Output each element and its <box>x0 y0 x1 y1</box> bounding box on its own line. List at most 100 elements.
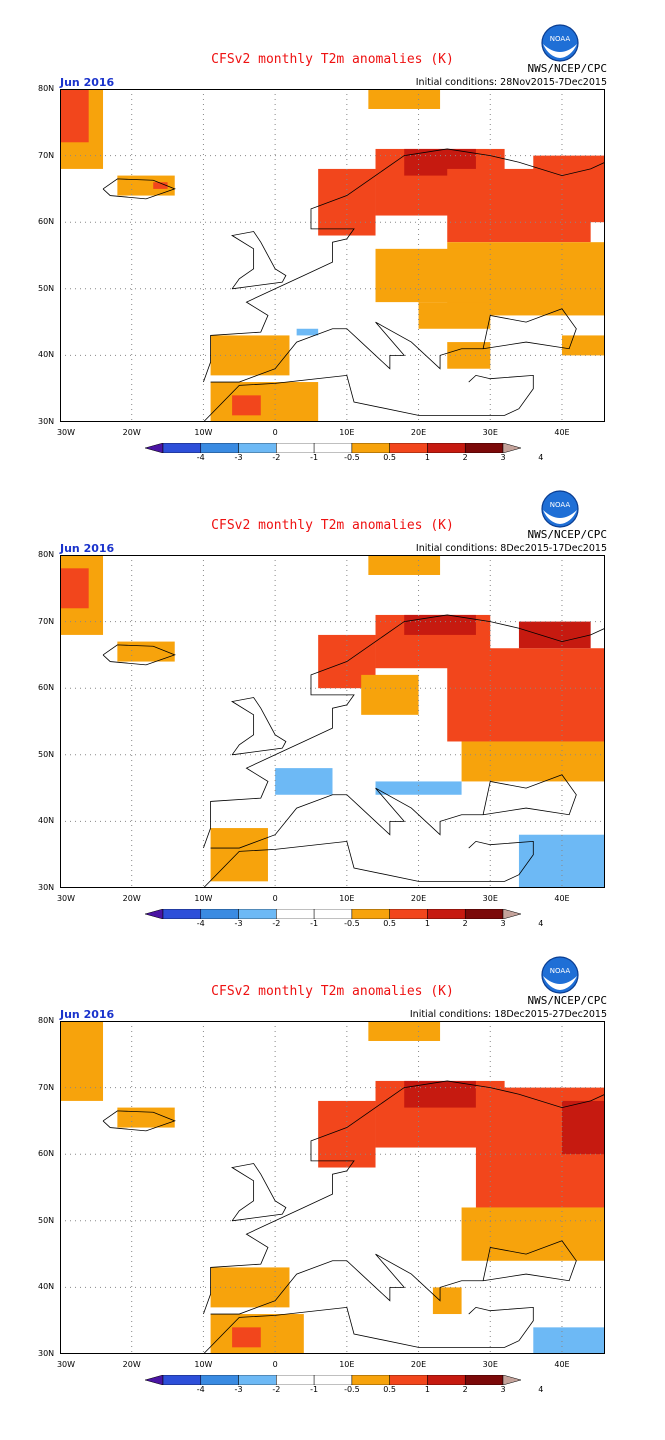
lon-label: 0 <box>272 428 278 437</box>
anomaly-patch <box>447 648 605 742</box>
lon-label: 0 <box>272 1360 278 1369</box>
colorbar-label: -3 <box>234 1385 243 1394</box>
noaa-logo-icon: NOAA <box>541 956 579 994</box>
noaa-logo-icon: NOAA <box>541 24 579 62</box>
colorbar-label: -2 <box>272 919 281 928</box>
coastline <box>231 697 287 756</box>
coastline <box>231 1163 287 1222</box>
lon-label: 10W <box>194 894 213 903</box>
lat-label: 30N <box>38 1349 55 1358</box>
colorbar-swatch <box>238 1375 277 1385</box>
colorbar-label: 2 <box>462 919 468 928</box>
lat-label: 60N <box>38 683 55 693</box>
initial-conditions: Initial conditions: 8Dec2015-17Dec2015 <box>415 543 607 554</box>
lat-label: 50N <box>38 283 55 293</box>
anomaly-map <box>60 1021 605 1354</box>
lon-label: 0 <box>272 894 278 903</box>
coastline <box>210 1240 577 1315</box>
colorbar-label: 4 <box>538 919 544 928</box>
initial-conditions: Initial conditions: 18Dec2015-27Dec2015 <box>409 1009 607 1020</box>
colorbar-label: 1 <box>424 919 430 928</box>
colorbar-swatch <box>389 909 428 919</box>
lon-label: 10E <box>339 428 355 437</box>
colorbar-swatch <box>200 909 239 919</box>
colorbar-label: 2 <box>462 1385 468 1394</box>
colorbar-swatch <box>276 1375 315 1385</box>
lon-label: 30W <box>56 428 76 437</box>
lon-label: 10W <box>194 1360 213 1369</box>
map-title: CFSv2 monthly T2m anomalies (K) <box>211 52 454 67</box>
anomaly-patch <box>375 781 462 795</box>
colorbar-label: -3 <box>234 919 243 928</box>
noaa-logo-text: NOAA <box>550 967 571 975</box>
anomaly-patch <box>232 1327 261 1348</box>
anomaly-patch <box>117 175 175 196</box>
lon-label: 40E <box>554 894 570 903</box>
anomaly-patch <box>361 674 419 715</box>
colorbar-swatch <box>313 443 353 453</box>
colorbar-swatch <box>276 909 315 919</box>
colorbar-label: -0.5 <box>344 453 360 462</box>
coastline <box>203 1080 605 1315</box>
colorbar-swatch <box>238 909 277 919</box>
colorbar-label: -2 <box>272 453 281 462</box>
anomaly-patch <box>117 1107 175 1128</box>
noaa-logo-text: NOAA <box>550 35 571 43</box>
lon-label: 20W <box>122 894 141 903</box>
lat-label: 70N <box>38 150 55 160</box>
colorbar-label: 3 <box>500 1385 506 1394</box>
map-title: CFSv2 monthly T2m anomalies (K) <box>211 518 454 533</box>
colorbar-swatch <box>427 443 466 453</box>
forecast-panel: CFSv2 monthly T2m anomalies (K) NWS/NCEP/… <box>0 0 665 466</box>
lon-label: 20E <box>410 894 427 903</box>
colorbar-label: -0.5 <box>344 1385 360 1394</box>
map-frame <box>60 1021 605 1354</box>
anomaly-patch <box>533 155 605 223</box>
lon-label: 10E <box>339 1360 355 1369</box>
colorbar-label: 0.5 <box>383 919 397 928</box>
coastline <box>102 1110 176 1132</box>
colorbar-swatch <box>162 443 202 453</box>
anomaly-patch <box>60 89 89 143</box>
colorbar-label: -1 <box>310 453 319 462</box>
colorbar-label: 3 <box>500 919 506 928</box>
anomaly-patch <box>318 168 376 236</box>
colorbar-label: -3 <box>234 453 243 462</box>
lat-label: 80N <box>38 84 55 93</box>
anomaly-patch <box>518 621 591 649</box>
anomaly-patch <box>404 1080 476 1108</box>
anomaly-patch <box>368 555 441 575</box>
colorbar-label: 0.5 <box>383 453 397 462</box>
org-label: NWS/NCEP/CPC <box>527 528 607 541</box>
anomaly-patch <box>210 828 268 882</box>
colorbar-label: -4 <box>196 1385 205 1394</box>
colorbar <box>145 443 521 453</box>
colorbar-swatch <box>200 443 239 453</box>
colorbar-label: 1 <box>424 453 430 462</box>
colorbar-label: 4 <box>538 453 544 462</box>
colorbar <box>145 909 521 919</box>
colorbar-swatch <box>313 1375 353 1385</box>
colorbar-label: -1 <box>310 919 319 928</box>
lon-label: 30W <box>56 1360 76 1369</box>
lat-label: 60N <box>38 1149 55 1159</box>
colorbar-swatch <box>464 909 504 919</box>
coastline <box>102 178 176 200</box>
forecast-panel: CFSv2 monthly T2m anomalies (K) NWS/NCEP/… <box>0 466 665 932</box>
lon-label: 30E <box>482 894 498 903</box>
lon-label: 30E <box>482 1360 498 1369</box>
lon-label: 10E <box>339 894 355 903</box>
anomaly-patch <box>210 382 319 422</box>
lat-label: 30N <box>38 417 55 426</box>
anomaly-patch <box>561 335 605 356</box>
coastline <box>203 840 534 888</box>
colorbar-swatch <box>464 443 504 453</box>
anomaly-patch <box>318 1100 376 1168</box>
lat-label: 70N <box>38 1082 55 1092</box>
forecast-month: Jun 2016 <box>60 542 115 555</box>
lat-label: 70N <box>38 616 55 626</box>
lat-label: 50N <box>38 1215 55 1225</box>
colorbar-label: -0.5 <box>344 919 360 928</box>
anomaly-map <box>60 89 605 422</box>
anomaly-patch <box>375 248 462 303</box>
